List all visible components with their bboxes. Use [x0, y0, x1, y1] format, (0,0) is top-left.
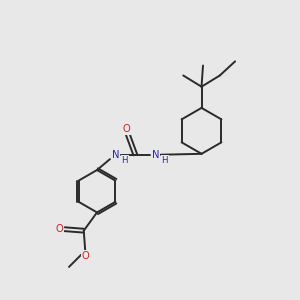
Text: H: H	[161, 155, 168, 164]
Text: O: O	[123, 124, 130, 134]
Text: H: H	[122, 155, 128, 164]
Text: N: N	[152, 150, 159, 160]
Text: O: O	[56, 224, 64, 234]
Text: N: N	[112, 150, 119, 160]
Text: O: O	[81, 251, 89, 261]
